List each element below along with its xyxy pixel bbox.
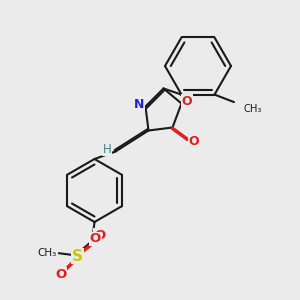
Text: N: N: [134, 98, 144, 112]
Text: O: O: [188, 135, 199, 148]
Text: O: O: [90, 232, 101, 245]
Text: O: O: [55, 268, 67, 281]
Text: O: O: [182, 94, 192, 108]
Text: O: O: [94, 229, 105, 242]
Text: CH₃: CH₃: [244, 104, 262, 115]
Text: CH₃: CH₃: [38, 248, 57, 258]
Text: S: S: [72, 249, 83, 264]
Text: H: H: [103, 142, 112, 156]
